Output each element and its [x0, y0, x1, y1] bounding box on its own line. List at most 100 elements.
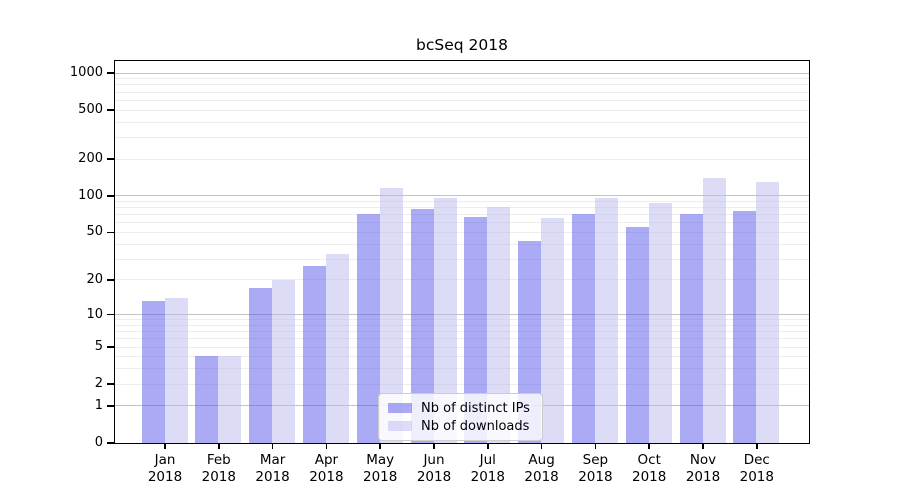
- x-label-year: 2018: [632, 469, 667, 485]
- x-label-jul: Jul 2018: [456, 452, 520, 486]
- x-tick-sep: [594, 443, 597, 449]
- legend-entry-nb-of-distinct-ips: Nb of distinct IPs: [388, 399, 530, 417]
- bar-aug-nb-of-distinct-ips: [518, 241, 542, 443]
- legend: Nb of distinct IPs Nb of downloads: [378, 393, 543, 441]
- x-label-year: 2018: [470, 469, 505, 485]
- gridline-minor-5: [114, 346, 809, 348]
- legend-swatch-nb-of-downloads: [388, 421, 412, 431]
- x-label-year: 2018: [201, 469, 236, 485]
- bar-jun-nb-of-distinct-ips: [410, 208, 434, 443]
- y-tick-100: [106, 195, 114, 197]
- x-label-year: 2018: [739, 469, 774, 485]
- gridline-minor-500: [114, 109, 809, 111]
- y-tick-label-20: 20: [86, 271, 103, 287]
- bar-jul-nb-of-distinct-ips: [464, 217, 488, 443]
- y-tick-20: [106, 279, 114, 281]
- x-tick-jan: [164, 443, 166, 449]
- gridline-minor-50: [114, 231, 809, 233]
- y-tick-10: [106, 313, 114, 316]
- x-label-month: Apr: [314, 452, 339, 468]
- gridline-minor-800: [114, 84, 809, 86]
- x-label-oct: Oct 2018: [617, 452, 681, 486]
- gridline-minor-80: [114, 207, 809, 209]
- legend-entry-nb-of-downloads: Nb of downloads: [388, 417, 530, 435]
- bar-jun-nb-of-downloads: [433, 197, 457, 443]
- x-label-year: 2018: [685, 469, 721, 485]
- x-label-month: Jan: [154, 452, 176, 468]
- gridline-minor-30: [114, 258, 809, 260]
- y-tick-label-200: 200: [78, 151, 103, 167]
- y-tick-500: [106, 109, 114, 111]
- legend-swatch-nb-of-distinct-ips: [388, 403, 412, 413]
- y-tick-50: [106, 231, 114, 234]
- y-tick-label-5: 5: [94, 339, 103, 355]
- legend-label-nb-of-downloads: Nb of downloads: [421, 418, 530, 434]
- y-tick-label-10: 10: [86, 306, 103, 322]
- chart-title: bcSeq 2018: [416, 36, 508, 54]
- gridline-minor-400: [114, 121, 809, 123]
- x-tick-mar: [271, 443, 274, 449]
- bar-aug-nb-of-downloads: [541, 218, 565, 443]
- y-tick-label-1000: 1000: [69, 65, 103, 81]
- plot-area: [113, 59, 810, 444]
- x-label-month: Nov: [689, 452, 717, 468]
- x-label-nov: Nov 2018: [671, 452, 735, 486]
- x-tick-jul: [487, 443, 489, 449]
- x-label-year: 2018: [524, 469, 559, 485]
- bar-apr-nb-of-downloads: [325, 253, 349, 443]
- x-label-sep: Sep 2018: [563, 452, 627, 486]
- x-label-month: Jul: [479, 452, 496, 468]
- gridline-minor-60: [114, 222, 809, 224]
- x-label-jun: Jun 2018: [402, 452, 466, 486]
- y-tick-label-1: 1: [94, 397, 103, 413]
- gridline-major-10: [114, 314, 809, 316]
- bar-jan-nb-of-downloads: [164, 297, 188, 443]
- gridline-minor-200: [114, 158, 809, 160]
- gridline-minor-600: [114, 99, 809, 101]
- bar-jan-nb-of-distinct-ips: [141, 301, 165, 443]
- y-tick-label-50: 50: [86, 224, 103, 240]
- x-label-year: 2018: [363, 469, 398, 485]
- gridline-minor-7: [114, 331, 809, 333]
- x-label-year: 2018: [255, 469, 290, 485]
- gridline-minor-20: [114, 279, 809, 281]
- x-label-year: 2018: [416, 469, 452, 485]
- bar-may-nb-of-downloads: [379, 188, 403, 443]
- bar-may-nb-of-distinct-ips: [356, 214, 380, 443]
- x-tick-oct: [648, 443, 650, 449]
- x-label-month: Feb: [206, 452, 231, 468]
- gridline-minor-3: [114, 368, 809, 370]
- x-tick-feb: [218, 443, 220, 449]
- bar-oct-nb-of-downloads: [648, 202, 672, 443]
- x-tick-apr: [325, 443, 328, 449]
- x-tick-may: [379, 443, 381, 449]
- gridline-major-100: [114, 195, 809, 197]
- x-label-may: May 2018: [348, 452, 412, 486]
- bar-oct-nb-of-distinct-ips: [625, 226, 649, 443]
- gridline-minor-8: [114, 324, 809, 326]
- gridline-major-1000: [114, 72, 809, 74]
- y-tick-label-500: 500: [78, 102, 103, 118]
- bar-feb-nb-of-downloads: [218, 356, 242, 443]
- x-label-month: May: [366, 452, 395, 468]
- x-label-year: 2018: [578, 469, 613, 485]
- bar-feb-nb-of-distinct-ips: [195, 356, 219, 443]
- y-tick-1000: [106, 72, 114, 74]
- y-tick-2: [106, 383, 114, 385]
- x-label-aug: Aug 2018: [510, 452, 574, 486]
- x-tick-aug: [540, 443, 543, 449]
- x-label-month: Sep: [582, 452, 609, 468]
- bar-sep-nb-of-downloads: [594, 197, 618, 443]
- x-label-jan: Jan 2018: [133, 452, 197, 486]
- bar-dec-nb-of-downloads: [756, 181, 780, 443]
- bar-dec-nb-of-distinct-ips: [733, 210, 757, 443]
- x-label-mar: Mar 2018: [241, 452, 305, 486]
- gridline-minor-300: [114, 136, 809, 138]
- bar-nov-nb-of-distinct-ips: [679, 214, 703, 443]
- x-label-month: Oct: [637, 452, 661, 468]
- y-tick-label-100: 100: [78, 187, 103, 203]
- x-label-apr: Apr 2018: [294, 452, 358, 486]
- gridline-minor-700: [114, 91, 809, 93]
- bar-jul-nb-of-downloads: [487, 207, 511, 443]
- gridline-minor-9: [114, 319, 809, 321]
